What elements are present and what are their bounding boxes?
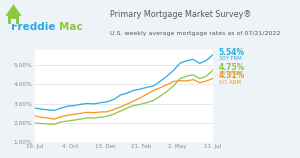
Text: 4.75%: 4.75% xyxy=(219,63,245,72)
Text: Freddie: Freddie xyxy=(11,22,55,33)
Text: 5.54%: 5.54% xyxy=(219,48,245,57)
Polygon shape xyxy=(5,4,22,16)
Text: 5/1 ARM: 5/1 ARM xyxy=(219,79,241,84)
Text: 4.31%: 4.31% xyxy=(219,71,245,80)
Text: Mac: Mac xyxy=(58,22,82,33)
Bar xyxy=(11,19,16,24)
Bar xyxy=(8,15,19,24)
Text: 15Y FRM: 15Y FRM xyxy=(219,71,242,76)
Text: U.S. weekly average mortgage rates as of 07/21/2022: U.S. weekly average mortgage rates as of… xyxy=(110,31,280,36)
Text: Primary Mortgage Market Survey®: Primary Mortgage Market Survey® xyxy=(110,10,251,19)
Text: 30Y FRM: 30Y FRM xyxy=(219,56,242,61)
